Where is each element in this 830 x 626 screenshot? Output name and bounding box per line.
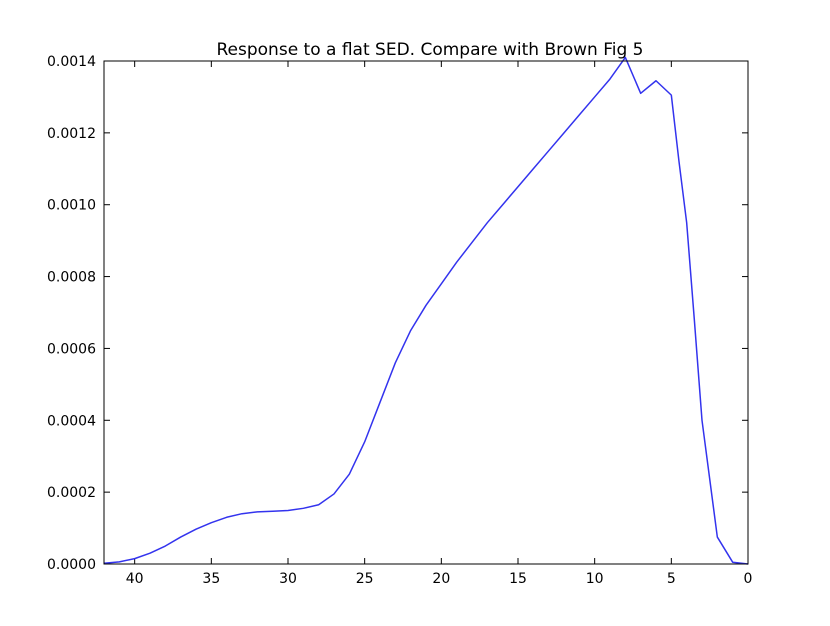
x-tick-label: 30 — [279, 571, 297, 587]
x-tick-label: 5 — [667, 571, 676, 587]
y-tick-label: 0.0012 — [47, 126, 96, 142]
x-tick-label: 25 — [356, 571, 374, 587]
series-line — [103, 56, 749, 565]
x-tick-label: 40 — [126, 571, 144, 587]
y-tick-label: 0.0014 — [47, 54, 96, 70]
series-layer — [103, 56, 749, 565]
x-tick-label: 15 — [509, 571, 527, 587]
x-tick-label: 0 — [744, 571, 753, 587]
plot-area-frame — [103, 60, 749, 565]
y-tick-label: 0.0002 — [47, 485, 96, 501]
y-tick-label: 0.0008 — [47, 270, 96, 286]
x-tick-label: 35 — [202, 571, 220, 587]
y-axis: 0.0000 0.0002 0.0004 0.0006 0.0008 0.0010 0.00… — [47, 54, 748, 573]
y-tick-label: 0.0006 — [47, 341, 96, 357]
y-tick-label: 0.0004 — [47, 413, 96, 429]
y-tick-label: 0.0010 — [47, 198, 96, 214]
x-tick-label: 20 — [432, 571, 450, 587]
x-axis: 40 35 30 25 20 15 10 5 0 — [126, 61, 753, 587]
x-tick-label: 10 — [586, 571, 604, 587]
y-tick-label: 0.0000 — [47, 557, 96, 573]
chart-title: Response to a flat SED. Compare with Bro… — [217, 40, 644, 60]
